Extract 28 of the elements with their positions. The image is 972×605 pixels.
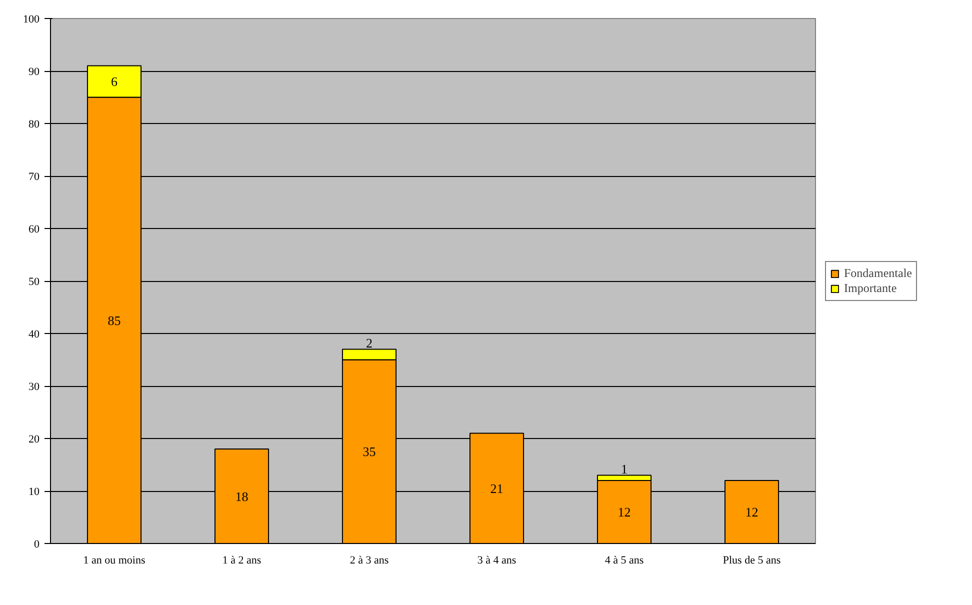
y-tick-label: 60 <box>28 224 40 236</box>
y-tick-label: 80 <box>28 118 40 130</box>
y-tick-label: 10 <box>28 486 40 498</box>
x-tick-label: 1 à 2 ans <box>222 554 262 566</box>
x-tick-label: 4 à 5 ans <box>604 554 644 566</box>
y-tick-label: 70 <box>28 171 40 183</box>
x-tick-label: Plus de 5 ans <box>722 554 781 566</box>
y-tick-label: 0 <box>34 538 40 550</box>
data-label: 85 <box>108 312 121 328</box>
x-tick-label: 3 à 4 ans <box>477 554 516 566</box>
y-tick-label: 30 <box>28 381 40 393</box>
data-label: 18 <box>235 488 248 504</box>
data-label: 2 <box>366 336 372 351</box>
y-tick-label: 90 <box>28 66 40 78</box>
x-tick-label: 2 à 3 ans <box>350 554 389 566</box>
y-tick-label: 40 <box>28 328 40 340</box>
y-tick-label: 100 <box>23 14 40 26</box>
legend-label: Fondamentale <box>844 266 912 280</box>
legend-label: Importante <box>844 280 897 296</box>
data-label: 35 <box>362 444 376 460</box>
data-label: 6 <box>111 74 118 89</box>
data-label: 21 <box>490 480 504 496</box>
y-tick-label: 50 <box>28 276 40 288</box>
data-label: 12 <box>745 504 758 520</box>
data-label: 1 <box>621 462 628 477</box>
data-label: 12 <box>618 504 631 520</box>
y-tick-label: 20 <box>28 434 40 446</box>
x-tick-label: 1 an ou moins <box>83 554 146 566</box>
